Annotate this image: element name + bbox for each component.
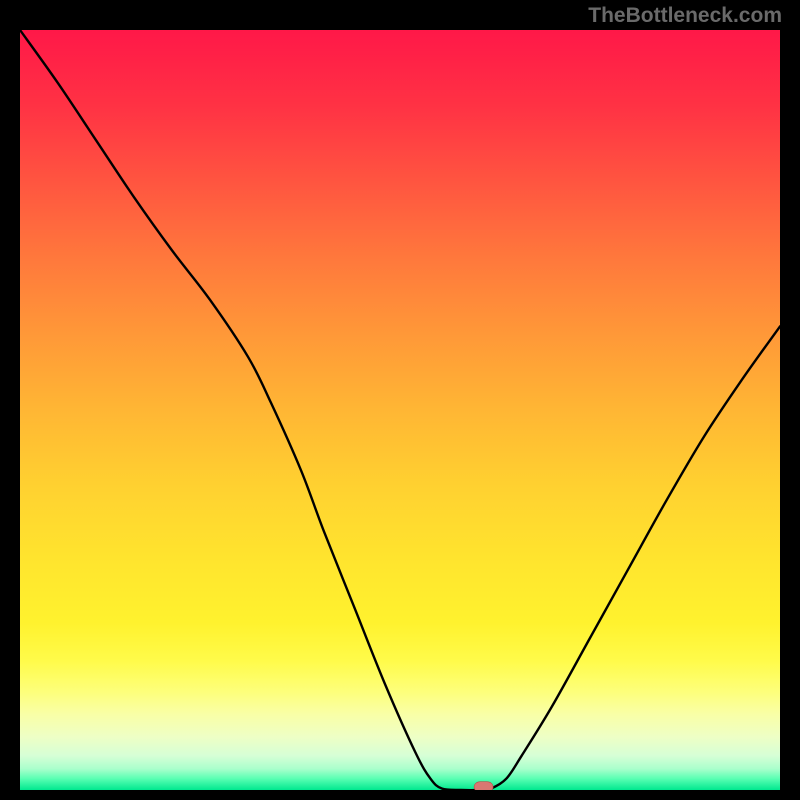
chart-svg: [20, 30, 780, 790]
gradient-background: [20, 30, 780, 790]
plot-area: [20, 30, 780, 790]
chart-container: { "watermark": { "text": "TheBottleneck.…: [0, 0, 800, 800]
watermark-text: TheBottleneck.com: [588, 4, 782, 28]
optimal-marker: [474, 782, 493, 790]
